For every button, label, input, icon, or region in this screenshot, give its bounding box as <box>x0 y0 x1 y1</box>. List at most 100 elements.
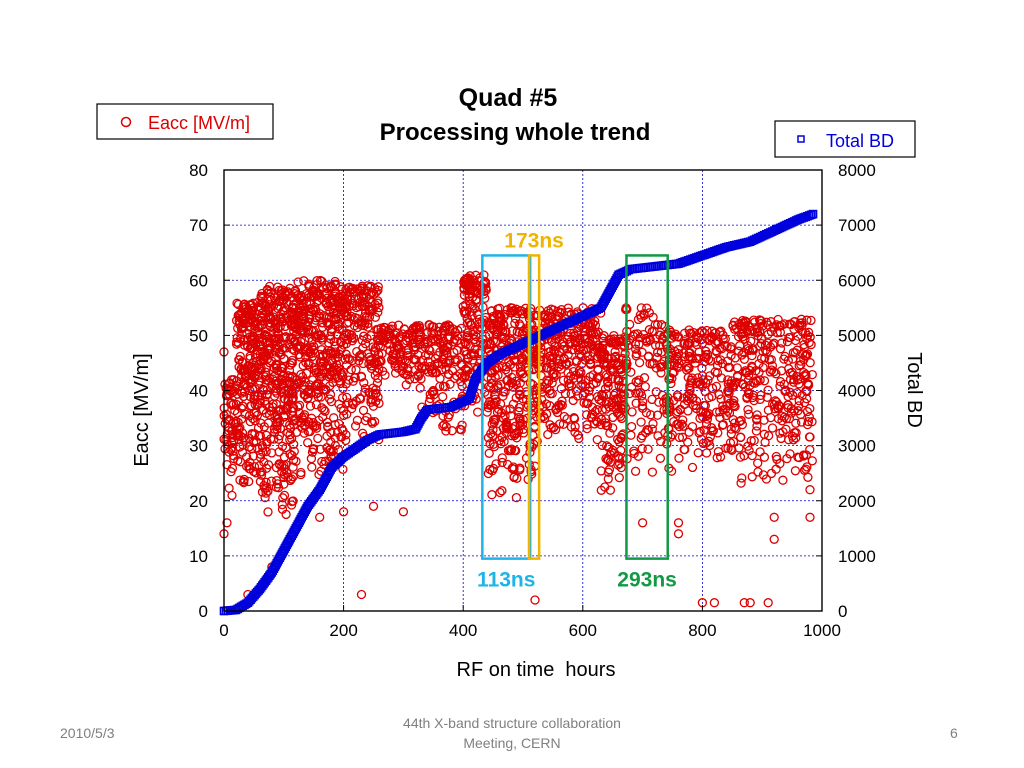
eacc-point <box>674 362 684 372</box>
eacc-point <box>232 428 243 438</box>
eacc-point <box>603 474 613 484</box>
eacc-point <box>578 379 588 389</box>
eacc-point <box>244 476 254 487</box>
eacc-point <box>559 411 569 422</box>
eacc-point <box>803 472 813 482</box>
eacc-point <box>619 389 629 400</box>
eacc-point <box>596 485 606 495</box>
eacc-point <box>769 338 779 348</box>
eacc-point <box>272 388 282 398</box>
eacc-point <box>744 445 754 456</box>
eacc-point <box>314 295 324 306</box>
eacc-point <box>655 340 665 351</box>
eacc-point <box>632 349 642 359</box>
eacc-point <box>269 362 279 373</box>
eacc-point <box>721 410 731 421</box>
eacc-point <box>796 417 807 427</box>
eacc-point <box>291 414 301 425</box>
eacc-point <box>242 340 252 351</box>
eacc-point <box>292 379 302 389</box>
eacc-point <box>279 490 290 501</box>
eacc-point <box>315 275 326 286</box>
eacc-point <box>580 355 591 365</box>
eacc-point <box>701 346 711 356</box>
eacc-point <box>424 344 434 355</box>
eacc-point <box>633 378 643 388</box>
eacc-point <box>707 391 717 402</box>
eacc-point <box>805 332 815 342</box>
eacc-point <box>705 440 715 451</box>
eacc-point <box>500 411 510 421</box>
eacc-point <box>341 360 352 370</box>
eacc-point <box>356 371 367 382</box>
eacc-point <box>347 336 357 346</box>
eacc-point <box>266 476 277 486</box>
eacc-point <box>510 318 520 329</box>
y-tick-label: 30 <box>189 437 208 456</box>
eacc-point <box>279 411 289 422</box>
eacc-point <box>463 354 473 364</box>
eacc-point <box>262 362 272 373</box>
eacc-point <box>303 438 313 448</box>
eacc-point <box>693 373 703 383</box>
eacc-point <box>326 293 337 303</box>
eacc-point <box>312 297 322 307</box>
eacc-point <box>517 309 528 319</box>
eacc-point <box>222 459 232 470</box>
eacc-point <box>716 394 726 404</box>
y2-tick-label: 2000 <box>838 492 876 511</box>
eacc-point <box>801 350 811 361</box>
eacc-point <box>296 417 306 428</box>
eacc-point <box>362 333 372 344</box>
eacc-point <box>246 362 256 372</box>
eacc-point <box>613 460 623 470</box>
eacc-point <box>504 381 514 391</box>
eacc-point <box>753 458 763 468</box>
eacc-point <box>734 416 745 427</box>
eacc-point <box>646 410 656 420</box>
eacc-point <box>322 350 332 361</box>
eacc-point <box>436 365 447 375</box>
eacc-point <box>685 383 695 393</box>
eacc-point <box>244 464 254 474</box>
eacc-point <box>647 424 657 434</box>
eacc-point <box>420 364 430 375</box>
eacc-point <box>720 404 731 414</box>
eacc-point <box>298 360 308 371</box>
eacc-point <box>664 359 675 370</box>
eacc-point <box>775 344 786 354</box>
eacc-point <box>682 396 693 406</box>
eacc-point <box>644 325 655 335</box>
eacc-point <box>349 333 359 343</box>
eacc-point <box>575 333 585 343</box>
eacc-point <box>569 330 580 341</box>
eacc-point <box>274 333 284 343</box>
eacc-point <box>299 428 309 438</box>
eacc-point <box>359 312 370 322</box>
eacc-point <box>631 344 641 354</box>
eacc-point <box>766 317 776 327</box>
eacc-point <box>597 333 608 343</box>
eacc-point <box>723 375 733 385</box>
eacc-point <box>435 337 445 348</box>
eacc-point <box>320 456 331 466</box>
eacc-point <box>308 444 318 455</box>
eacc-point <box>633 451 643 461</box>
eacc-point <box>548 305 559 315</box>
eacc-point <box>736 478 746 488</box>
eacc-point <box>315 444 326 454</box>
eacc-point <box>298 311 308 322</box>
eacc-point <box>239 387 250 397</box>
eacc-point <box>301 358 311 368</box>
eacc-point <box>341 349 351 359</box>
eacc-point <box>263 507 273 517</box>
eacc-point <box>536 352 546 362</box>
eacc-point <box>317 403 327 413</box>
eacc-point <box>319 405 329 415</box>
eacc-point <box>697 338 708 348</box>
eacc-point <box>351 365 361 375</box>
eacc-point <box>438 355 448 365</box>
eacc-point <box>259 422 269 432</box>
eacc-point <box>739 451 749 461</box>
eacc-point <box>285 434 295 445</box>
